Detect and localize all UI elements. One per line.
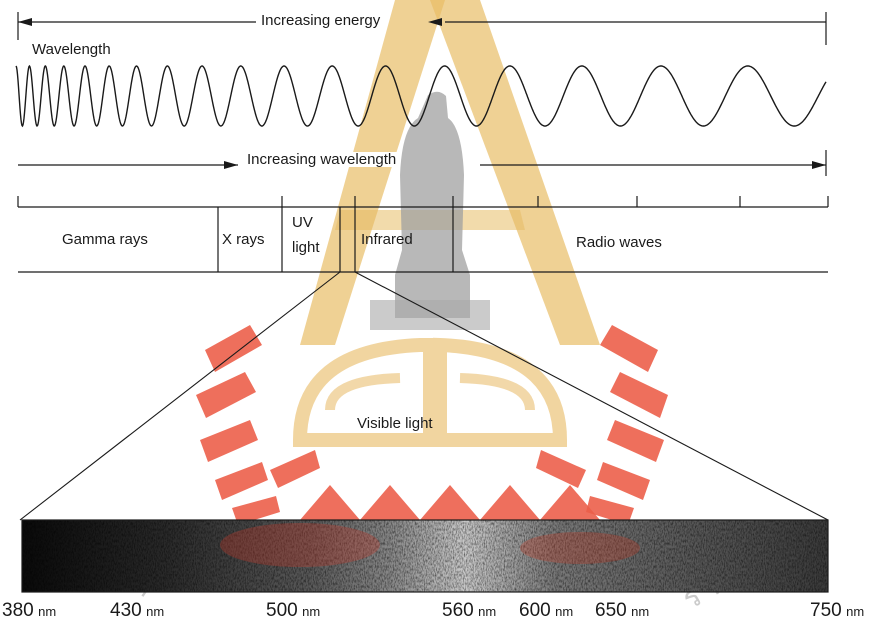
visible-spectrum-strip — [21, 519, 829, 593]
spectrum-tick-label: 600 nm — [519, 600, 574, 621]
watermark-gold-tower-right — [430, 0, 600, 345]
visible-light-funnel — [19, 271, 829, 521]
university-seal-watermark: ม ห ร น — [100, 0, 734, 617]
increasing-wavelength-arrow — [18, 150, 827, 176]
wavelength-label: Wavelength — [32, 41, 111, 58]
watermark-statue-base — [370, 300, 490, 330]
band-infrared: Infrared — [361, 231, 413, 248]
increasing-energy-label: Increasing energy — [258, 13, 384, 28]
band-radio-waves: Radio waves — [576, 234, 662, 251]
watermark-red-rays — [196, 325, 668, 525]
band-gamma-rays: Gamma rays — [62, 231, 148, 248]
wavelength-wave — [15, 64, 827, 128]
visible-light-label: Visible light — [357, 415, 433, 432]
spectrum-tick-label: 430 nm — [110, 600, 165, 621]
band-uv-line2: light — [292, 239, 320, 256]
spectrum-tick-label: 650 nm — [595, 600, 650, 621]
spectrum-tick-label: 750 nm — [810, 600, 865, 621]
spectrum-band-table — [17, 196, 829, 273]
watermark-leaf-emblem — [292, 337, 568, 447]
spectrum-tick-label: 500 nm — [266, 600, 321, 621]
watermark-gold-tower-left — [300, 0, 445, 345]
spectrum-tick-label: 380 nm — [2, 600, 57, 621]
spectrum-tick-label: 560 nm — [442, 600, 497, 621]
band-uv-line1: UV — [292, 214, 313, 231]
increasing-energy-arrow — [17, 12, 827, 45]
band-x-rays: X rays — [222, 231, 265, 248]
watermark-statue — [395, 91, 470, 318]
increasing-wavelength-label: Increasing wavelength — [244, 152, 400, 167]
